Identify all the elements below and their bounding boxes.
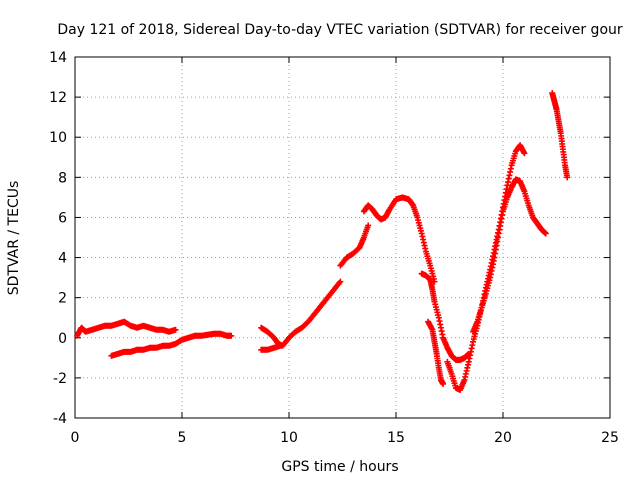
data-point — [277, 342, 284, 349]
y-tick-label: 14 — [49, 50, 67, 66]
x-axis: 0 5 10 15 20 25 — [71, 57, 619, 446]
x-tick-label: 5 — [178, 430, 187, 446]
data-point — [440, 380, 447, 387]
x-tick-label: 10 — [280, 430, 298, 446]
y-tick-label: -4 — [53, 411, 67, 427]
data-point — [172, 326, 179, 333]
data-points — [74, 90, 571, 393]
data-point — [564, 174, 571, 181]
y-tick-label: -2 — [53, 371, 67, 387]
x-tick-label: 25 — [601, 430, 619, 446]
y-tick-label: 8 — [58, 170, 67, 186]
data-point — [521, 150, 528, 157]
data-point — [337, 278, 344, 285]
y-tick-label: 2 — [58, 291, 67, 307]
data-point — [228, 332, 235, 339]
x-tick-label: 20 — [494, 430, 512, 446]
y-tick-label: 4 — [58, 251, 67, 267]
data-point — [365, 222, 372, 229]
plot-frame — [74, 56, 611, 419]
x-tick-label: 0 — [71, 430, 80, 446]
y-axis: -4 -2 0 2 4 6 8 10 12 14 — [49, 50, 610, 427]
y-tick-label: 12 — [49, 90, 67, 106]
y-tick-label: 10 — [49, 130, 67, 146]
y-tick-label: 6 — [58, 210, 67, 226]
chart-title: Day 121 of 2018, Sidereal Day-to-day VTE… — [57, 22, 623, 38]
y-axis-label: SDTVAR / TECUs — [6, 181, 22, 296]
grid-lines — [75, 57, 610, 418]
y-tick-label: 0 — [58, 331, 67, 347]
x-axis-label: GPS time / hours — [281, 459, 398, 475]
x-tick-label: 15 — [387, 430, 405, 446]
data-point — [542, 230, 549, 237]
